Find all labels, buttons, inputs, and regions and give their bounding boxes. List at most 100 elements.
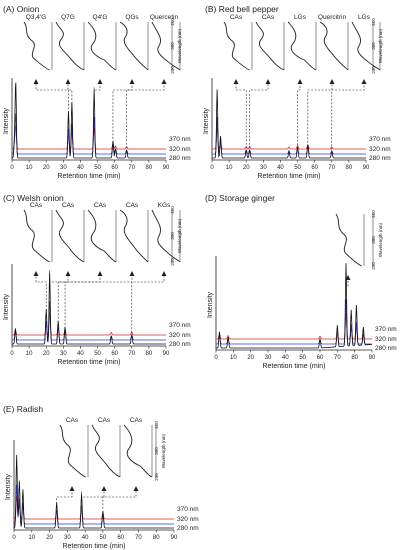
x-tick-label: 90 xyxy=(369,355,376,361)
uv-tick-label: 400 xyxy=(154,421,159,429)
arrowhead-icon xyxy=(33,79,39,84)
uv-spectrum xyxy=(123,424,153,478)
peak-link xyxy=(57,275,101,319)
uv-spectrum xyxy=(335,213,362,267)
trace-280-nm xyxy=(11,82,166,159)
uv-spectrum xyxy=(255,21,285,71)
x-tick-label: 50 xyxy=(94,351,101,357)
trace-370-nm xyxy=(13,495,174,520)
panel-title: (C) Welsh onion xyxy=(3,193,64,203)
y-axis-label: Intensity xyxy=(207,291,214,318)
x-axis-label: Retention time (min) xyxy=(57,173,120,180)
x-tick-label: 80 xyxy=(146,351,153,357)
uv-tick-label: 200 xyxy=(170,66,175,74)
arrowhead-icon xyxy=(133,486,139,491)
uv-tick-label: 400 xyxy=(371,210,376,218)
trace-280-nm xyxy=(13,454,174,529)
x-tick-label: 90 xyxy=(163,165,170,171)
trace-label: 280 nm xyxy=(169,341,191,348)
x-tick-label: 20 xyxy=(247,355,254,361)
uv-spectrum-label: KGs xyxy=(158,202,171,209)
x-tick-label: 10 xyxy=(230,355,237,361)
arrowhead-icon xyxy=(97,271,103,276)
arrowhead-icon xyxy=(297,79,303,84)
peak-link xyxy=(67,83,73,100)
peak-link xyxy=(102,490,137,509)
panel-title: (A) Onion xyxy=(3,4,40,14)
x-tick-label: 70 xyxy=(135,535,142,541)
x-axis-label: Retention time (min) xyxy=(257,173,320,180)
trace-370-nm xyxy=(216,312,372,340)
uv-spectrum xyxy=(151,209,181,263)
x-tick-label: 60 xyxy=(317,355,324,361)
arrowhead-icon xyxy=(69,486,75,491)
uv-spectrum xyxy=(55,21,85,71)
y-axis-label: Intensity xyxy=(203,107,210,134)
trace-label: 320 nm xyxy=(369,146,391,153)
uv-tick-label: 400 xyxy=(170,18,175,26)
y-axis-label: Intensity xyxy=(3,107,10,134)
panel-title: (D) Storage ginger xyxy=(205,193,275,203)
trace-280-nm xyxy=(212,89,366,159)
uv-spectrum xyxy=(87,209,117,263)
x-tick-label: 0 xyxy=(10,165,14,171)
x-tick-label: 20 xyxy=(43,165,50,171)
x-tick-label: 70 xyxy=(128,351,135,357)
trace-label: 320 nm xyxy=(375,336,397,343)
x-tick-label: 60 xyxy=(111,165,118,171)
trace-label: 320 nm xyxy=(177,516,199,523)
x-axis-label: Retention time (min) xyxy=(262,363,325,370)
arrowhead-icon xyxy=(265,79,271,84)
uv-tick-label: 400 xyxy=(170,206,175,214)
y-axis-label: Intensity xyxy=(5,473,12,500)
x-tick-label: 60 xyxy=(111,351,118,357)
uv-spectrum-label: QGs xyxy=(125,14,139,21)
uv-axis-label: Wavelength (nm) xyxy=(161,433,166,468)
peak-link xyxy=(64,275,133,325)
uv-tick-label: 300 xyxy=(371,42,376,50)
arrowhead-icon xyxy=(233,79,239,84)
x-tick-label: 70 xyxy=(328,165,335,171)
trace-370-nm xyxy=(12,312,166,336)
peak-link xyxy=(345,263,349,287)
peak-link xyxy=(126,83,165,149)
x-tick-label: 80 xyxy=(153,535,160,541)
y-axis-label: Intensity xyxy=(3,293,10,320)
x-tick-label: 90 xyxy=(171,535,178,541)
peak-link xyxy=(131,275,165,333)
x-tick-label: 50 xyxy=(294,165,301,171)
trace-370-nm xyxy=(11,125,166,150)
panel-onion: (A) Onion Intensity 0 10 20 30 40 50 60 70 80 90 Ret… xyxy=(3,4,191,180)
x-tick-label: 0 xyxy=(10,351,14,357)
uv-spectrum xyxy=(59,424,86,478)
peak-link xyxy=(249,83,269,149)
x-tick-label: 60 xyxy=(117,535,124,541)
x-tick-label: 30 xyxy=(60,351,67,357)
trace-label: 370 nm xyxy=(369,136,391,143)
trace-320-nm xyxy=(13,484,174,525)
arrowhead-icon xyxy=(101,486,107,491)
uv-spectrum xyxy=(351,21,381,71)
trace-320-nm xyxy=(216,299,372,345)
peak-link xyxy=(112,83,133,139)
arrowhead-icon xyxy=(361,79,367,84)
panel-title: (E) Radish xyxy=(3,404,43,414)
panel-radish: (E) Radish Intensity 0 10 20 30 40 50 60 70 80 90 Re… xyxy=(3,404,199,550)
panel-title: (B) Red bell pepper xyxy=(205,4,279,14)
x-tick-label: 40 xyxy=(277,165,284,171)
x-tick-label: 40 xyxy=(82,535,89,541)
arrowhead-icon xyxy=(33,271,39,276)
uv-spectrum-label: Q4'G xyxy=(93,14,108,21)
panel-storage-ginger: (D) Storage ginger Intensity 0 10 20 30 40 50 60… xyxy=(205,193,397,370)
x-tick-label: 10 xyxy=(26,351,33,357)
uv-tick-label: 400 xyxy=(371,18,376,26)
uv-spectrum-label: LGs xyxy=(358,14,371,21)
uv-tick-label: 200 xyxy=(170,258,175,266)
uv-spectrum xyxy=(119,21,149,71)
x-axis-label: Retention time (min) xyxy=(57,359,120,366)
uv-spectrum-label: Q3,4'G xyxy=(26,14,46,21)
x-tick-label: 70 xyxy=(334,355,341,361)
x-tick-label: 80 xyxy=(346,165,353,171)
uv-tick-label: 300 xyxy=(371,236,376,244)
peak-link xyxy=(56,490,73,501)
